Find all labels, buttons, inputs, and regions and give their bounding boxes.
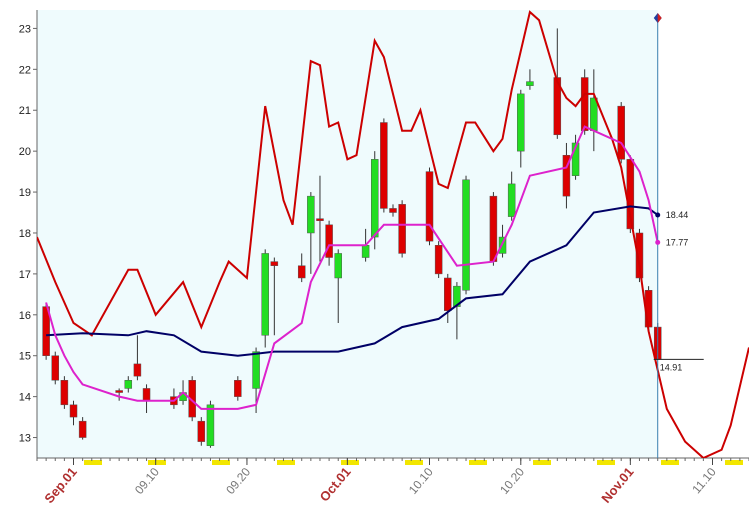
x-tick-label: 11.10 [689, 465, 719, 497]
candle-body [252, 351, 260, 389]
weekend-marker [277, 460, 295, 465]
weekend-marker [148, 460, 166, 465]
x-tick-label: Sep.01 [41, 464, 79, 506]
y-tick-label: 15 [19, 351, 31, 363]
weekend-marker [212, 460, 230, 465]
plot-area [37, 10, 749, 458]
cursor-marker-half [657, 13, 662, 23]
candle-body [60, 380, 69, 406]
y-tick-label: 19 [19, 187, 31, 199]
candle-body [334, 253, 342, 279]
candle-body [69, 404, 78, 418]
candle-body [270, 261, 279, 266]
weekend-marker [661, 460, 679, 465]
y-tick-label: 17 [19, 269, 31, 281]
y-tick-label: 21 [19, 105, 31, 117]
candle-body [553, 77, 562, 136]
y-tick-label: 23 [19, 23, 31, 35]
x-tick-label: Nov.01 [598, 464, 636, 506]
candle-body [398, 204, 406, 254]
candle-body [261, 253, 269, 336]
x-tick-label: 09.20 [223, 465, 253, 497]
candle-body [234, 380, 242, 397]
candle-body [434, 245, 443, 275]
weekend-marker [469, 460, 487, 465]
candle-body [580, 77, 589, 131]
y-tick-label: 13 [19, 433, 31, 445]
candle-body [42, 306, 50, 356]
candle-body [517, 93, 525, 152]
candle-body [361, 245, 370, 258]
candle-body [51, 355, 60, 381]
candle-body [370, 159, 379, 238]
end-label: 18.44 [666, 210, 689, 220]
candle-body [206, 404, 215, 446]
weekend-marker [725, 460, 743, 465]
line-series [45, 125, 659, 410]
x-tick-label: 09.10 [132, 465, 162, 497]
weekend-marker [84, 460, 102, 465]
candle-body [635, 232, 644, 279]
end-dot [655, 212, 661, 218]
y-tick-label: 22 [19, 64, 31, 76]
y-tick-label: 18 [19, 228, 31, 240]
y-tick-label: 16 [19, 310, 31, 322]
candle-body [507, 183, 516, 217]
candle-body [133, 363, 142, 377]
last-close-label: 14.91 [660, 362, 683, 372]
candle-body [325, 224, 333, 258]
weekend-marker [341, 460, 359, 465]
candle-body [124, 380, 133, 389]
candle-body [444, 277, 452, 311]
end-label: 17.77 [666, 237, 689, 247]
candle-body [462, 179, 470, 291]
candle-body [297, 265, 306, 279]
line-series [37, 10, 749, 458]
candle-body [571, 142, 580, 176]
y-tick-label: 20 [19, 146, 31, 158]
candle-body [389, 208, 397, 213]
candle-body [617, 105, 625, 160]
candle-body [142, 388, 151, 401]
y-tick-label: 14 [19, 392, 31, 404]
weekend-markers [84, 460, 743, 465]
weekend-marker [533, 460, 551, 465]
candle-body [425, 171, 434, 242]
candle-body [590, 97, 598, 131]
candle-body [115, 390, 123, 393]
weekend-marker [405, 460, 423, 465]
weekend-marker [597, 460, 615, 465]
end-dot [655, 239, 661, 245]
candle-body [562, 154, 571, 197]
candle-body [316, 218, 324, 221]
plot-background [37, 10, 658, 458]
x-tick-label: Oct.01 [317, 464, 354, 504]
candle-body [307, 195, 315, 234]
candle-body [453, 285, 461, 307]
candle-body [526, 81, 534, 86]
line-series [46, 205, 659, 357]
x-tick-label: 10.10 [406, 465, 436, 497]
candle-body [380, 122, 388, 209]
candle-body [197, 420, 206, 442]
candle-body [78, 420, 87, 438]
x-tick-label: 10.20 [497, 465, 527, 497]
candle-body [489, 195, 498, 262]
